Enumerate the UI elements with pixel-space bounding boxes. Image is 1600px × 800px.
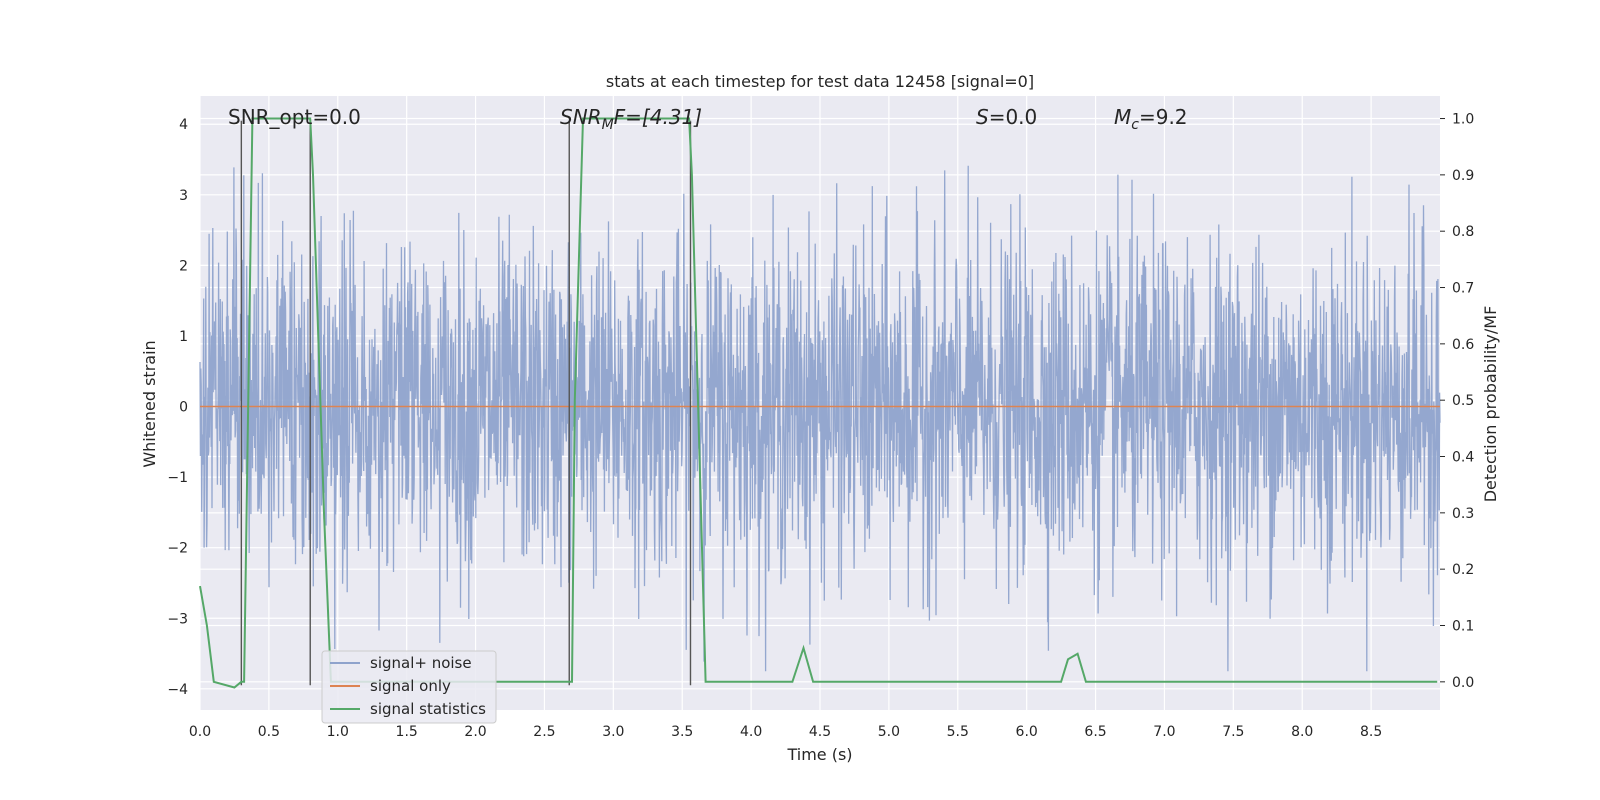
mc-sub: c xyxy=(1131,117,1139,133)
y-left-tick-label: −2 xyxy=(167,541,188,557)
snr-mf-sub: M xyxy=(602,117,614,133)
legend-label-stats: signal statistics xyxy=(370,700,486,718)
s-rest: =0.0 xyxy=(989,105,1038,129)
y-right-tick-label: 0.8 xyxy=(1452,224,1474,240)
x-tick-label: 3.5 xyxy=(671,724,693,740)
y-left-tick-label: 4 xyxy=(179,117,188,133)
x-tick-label: 0.5 xyxy=(258,724,280,740)
x-tick-label: 2.0 xyxy=(464,724,486,740)
s-annotation: S=0.0 xyxy=(976,105,1037,129)
x-tick-label: 7.0 xyxy=(1153,724,1175,740)
x-ticks: 0.0 0.5 1.0 1.5 2.0 2.5 3.0 3.5 4.0 4.5 5.0 5.5 6.0 6… xyxy=(189,724,1382,740)
y-left-tick-label: −1 xyxy=(167,470,188,486)
y-right-ticks: 1.0 0.9 0.8 0.7 0.6 0.5 0.4 0.3 0.2 0.1 0.0 xyxy=(1440,112,1474,691)
x-tick-label: 0.0 xyxy=(189,724,211,740)
legend: signal+ noise signal only signal statist… xyxy=(321,650,497,724)
x-tick-label: 1.0 xyxy=(327,724,349,740)
y-right-tick-label: 0.0 xyxy=(1452,675,1474,691)
x-tick-label: 8.0 xyxy=(1291,724,1313,740)
signal-noise-line xyxy=(199,165,1441,672)
x-tick-label: 4.5 xyxy=(809,724,831,740)
x-tick-label: 1.5 xyxy=(396,724,418,740)
y-axis-left-label: Whitened strain xyxy=(140,340,159,467)
mc-var: M xyxy=(1114,105,1131,129)
x-tick-label: 3.0 xyxy=(602,724,624,740)
s-var: S xyxy=(976,105,989,129)
y-right-tick-label: 0.5 xyxy=(1452,393,1474,409)
y-right-tick-label: 0.2 xyxy=(1452,562,1474,578)
x-tick-label: 7.5 xyxy=(1222,724,1244,740)
x-tick-label: 8.5 xyxy=(1360,724,1382,740)
x-tick-label: 5.0 xyxy=(878,724,900,740)
x-tick-label: 2.5 xyxy=(533,724,555,740)
signal-statistics-series xyxy=(199,117,1438,689)
x-tick-label: 6.0 xyxy=(1016,724,1038,740)
signal-noise-series xyxy=(199,165,1441,672)
y-axis-right-label: Detection probability/MF xyxy=(1481,306,1500,503)
snr-mf-rest: F=[4.31] xyxy=(614,105,702,129)
y-left-tick-label: 3 xyxy=(179,188,188,204)
y-left-tick-label: 2 xyxy=(179,258,188,274)
legend-label-signal-only: signal only xyxy=(370,677,451,695)
y-right-tick-label: 0.3 xyxy=(1452,506,1474,522)
y-right-tick-label: 0.9 xyxy=(1452,168,1474,184)
chart-title: stats at each timestep for test data 124… xyxy=(606,72,1034,91)
legend-label-noise: signal+ noise xyxy=(370,654,472,672)
mc-annotation: Mc=9.2 xyxy=(1114,105,1188,133)
y-right-tick-label: 0.4 xyxy=(1452,450,1474,466)
snr-mf-base: SNR xyxy=(560,105,602,129)
legend-box xyxy=(321,650,497,724)
mc-rest: =9.2 xyxy=(1139,105,1188,129)
signal-statistics-line xyxy=(199,117,1438,689)
y-right-tick-label: 0.7 xyxy=(1452,281,1474,297)
y-left-tick-label: 0 xyxy=(179,400,188,416)
x-axis-label: Time (s) xyxy=(786,745,852,764)
y-left-ticks: 4 3 2 1 0 −1 −2 −3 −4 xyxy=(167,117,188,698)
y-left-tick-label: −4 xyxy=(167,682,188,698)
y-right-tick-label: 0.6 xyxy=(1452,337,1474,353)
snr-opt-annotation: SNR_opt=0.0 xyxy=(228,105,361,129)
x-tick-label: 4.0 xyxy=(740,724,762,740)
x-tick-label: 5.5 xyxy=(947,724,969,740)
y-left-tick-label: 1 xyxy=(179,329,188,345)
snr-mf-annotation: SNRMF=[4.31] xyxy=(560,105,702,133)
y-right-tick-label: 0.1 xyxy=(1452,619,1474,635)
x-tick-label: 6.5 xyxy=(1084,724,1106,740)
y-left-tick-label: −3 xyxy=(167,611,188,627)
vertical-lines xyxy=(240,120,692,686)
y-right-tick-label: 1.0 xyxy=(1452,112,1474,128)
